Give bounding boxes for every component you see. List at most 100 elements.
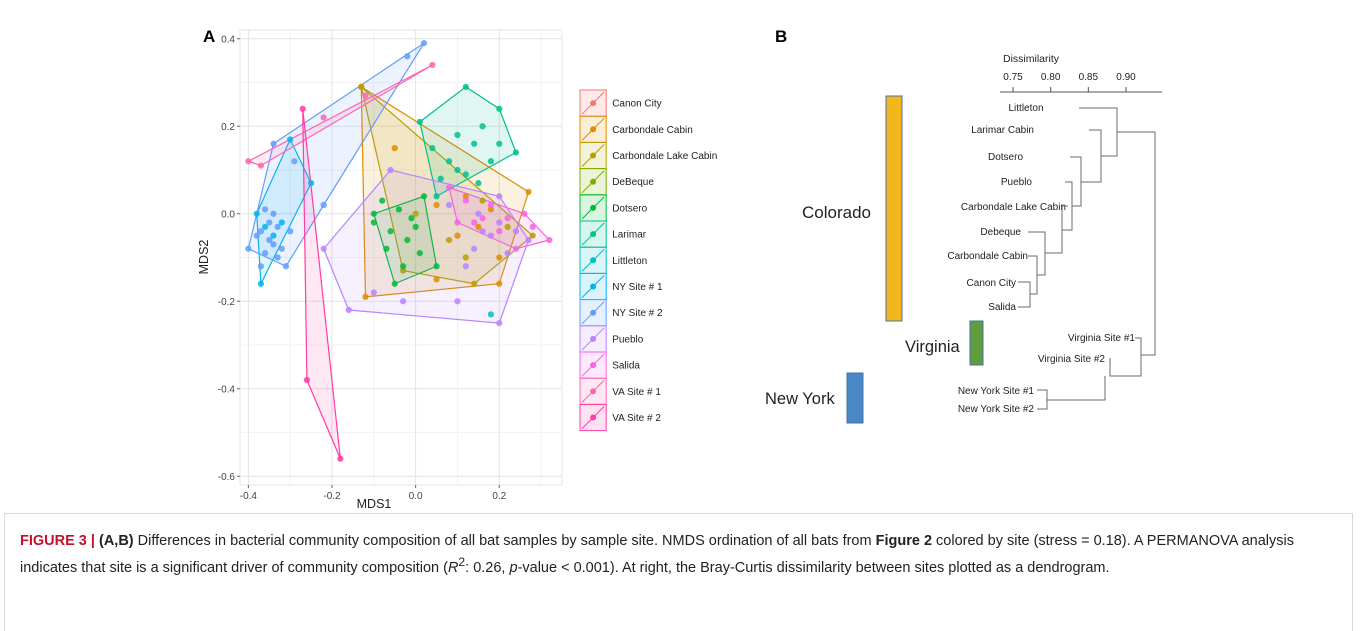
legend-label: Dotsero (612, 203, 647, 214)
dendrogram-leaf: New York Site #1 (958, 386, 1035, 397)
virginia-bar (969, 320, 984, 366)
data-point (529, 223, 536, 230)
data-point (504, 223, 511, 230)
data-point (358, 83, 365, 90)
data-point (454, 232, 461, 239)
data-point (370, 210, 377, 217)
data-point (261, 206, 269, 213)
data-point (278, 245, 285, 252)
data-point (479, 215, 486, 222)
hull-salida (448, 186, 551, 250)
data-point (287, 228, 294, 235)
data-point (320, 114, 327, 121)
data-point (412, 223, 419, 230)
data-point (437, 175, 444, 182)
legend-key-dot (590, 100, 597, 107)
data-point (433, 263, 440, 270)
data-point (362, 293, 369, 300)
scatter-points (245, 40, 553, 462)
data-point (412, 210, 419, 217)
legend-item: NY Site # 1 (579, 272, 663, 301)
new-york-label: New York (765, 390, 835, 408)
data-point (245, 158, 252, 165)
legend-label: Carbondale Cabin (612, 125, 693, 136)
y-ticks: 0.4 0.2 0.0 -0.2 -0.4 -0.6 (218, 34, 240, 483)
legend-label: Carbondale Lake Cabin (612, 151, 717, 162)
x-tick-label: 0.0 (409, 491, 423, 502)
data-point (391, 145, 398, 152)
legend-label: DeBeque (612, 177, 654, 188)
data-point (379, 197, 386, 204)
data-point (278, 219, 285, 226)
caption-p-symbol: p (509, 559, 518, 576)
dendrogram-leaf: Virginia Site #2 (1038, 354, 1106, 365)
data-point (387, 166, 394, 174)
y-tick-label: 0.4 (221, 34, 235, 45)
legend-label: Pueblo (612, 334, 644, 345)
dendrogram-leaf: Carbondale Lake Cabin (961, 202, 1066, 213)
data-point (270, 241, 277, 248)
data-point (496, 280, 503, 287)
branch-canon-salida (1018, 281, 1031, 308)
data-point (471, 280, 478, 287)
branch-virginia (1109, 337, 1142, 377)
data-point (257, 228, 265, 235)
data-point (433, 276, 440, 283)
legend-key-dot (590, 204, 597, 211)
data-point (253, 232, 260, 239)
dendrogram-leaf: Carbondale Cabin (947, 251, 1028, 262)
legend-key-dot (590, 335, 597, 342)
dendrogram-leaves: Littleton Larimar Cabin Dotsero Pueblo Carbo… (947, 103, 1135, 415)
data-point (525, 236, 532, 244)
panel-b-label: B (775, 27, 787, 46)
data-point (454, 131, 461, 139)
dendrogram-branches (1018, 107, 1156, 410)
data-point (299, 105, 306, 112)
data-point (320, 201, 327, 209)
legend-item: NY Site # 2 (579, 299, 663, 327)
new-york-bar (846, 372, 864, 424)
data-point (529, 232, 536, 239)
branch-new-york (1037, 389, 1048, 410)
legend-label: NY Site # 1 (612, 282, 663, 293)
legend-label: VA Site # 1 (612, 387, 661, 398)
caption-text-4: -value < 0.001). At right, the Bray-Curt… (517, 559, 1110, 576)
y-tick-label: -0.6 (218, 472, 236, 483)
data-point (479, 123, 486, 130)
legend-key-dot (590, 257, 597, 264)
dendrogram-leaf: Virginia Site #1 (1068, 333, 1136, 344)
legend-label: Salida (612, 361, 640, 372)
caption-text-1: Differences in bacterial community compo… (133, 533, 876, 549)
data-point (395, 206, 403, 213)
data-point (291, 158, 298, 165)
data-point (496, 105, 503, 112)
data-point (475, 180, 482, 187)
data-point (370, 219, 377, 226)
data-point (525, 188, 532, 195)
legend-key-dot (590, 283, 597, 290)
legend-label: VA Site # 2 (612, 413, 661, 424)
data-point (253, 210, 260, 217)
legend-key-dot (590, 414, 597, 421)
legend-label: Larimar (612, 230, 647, 241)
virginia-label: Virginia (905, 338, 961, 356)
data-point (462, 83, 469, 90)
data-point (475, 210, 482, 217)
data-point (512, 245, 520, 252)
data-point (471, 140, 478, 147)
legend-label: Littleton (612, 256, 647, 267)
data-point (445, 158, 453, 165)
branch-carbondale-lake (1045, 205, 1068, 254)
caption-head: FIGURE 3 | (20, 533, 99, 549)
legend-item: Dotsero (579, 194, 648, 222)
colorado-bar (885, 95, 903, 322)
data-point (479, 197, 486, 204)
data-point (270, 232, 277, 239)
data-point (471, 219, 478, 226)
dendrogram-leaf: Debeque (980, 227, 1021, 238)
dendrogram-leaf: New York Site #2 (958, 404, 1035, 415)
caption-r2-symbol: R (447, 559, 459, 576)
legend-item: Larimar (579, 220, 647, 248)
data-point (546, 236, 553, 244)
